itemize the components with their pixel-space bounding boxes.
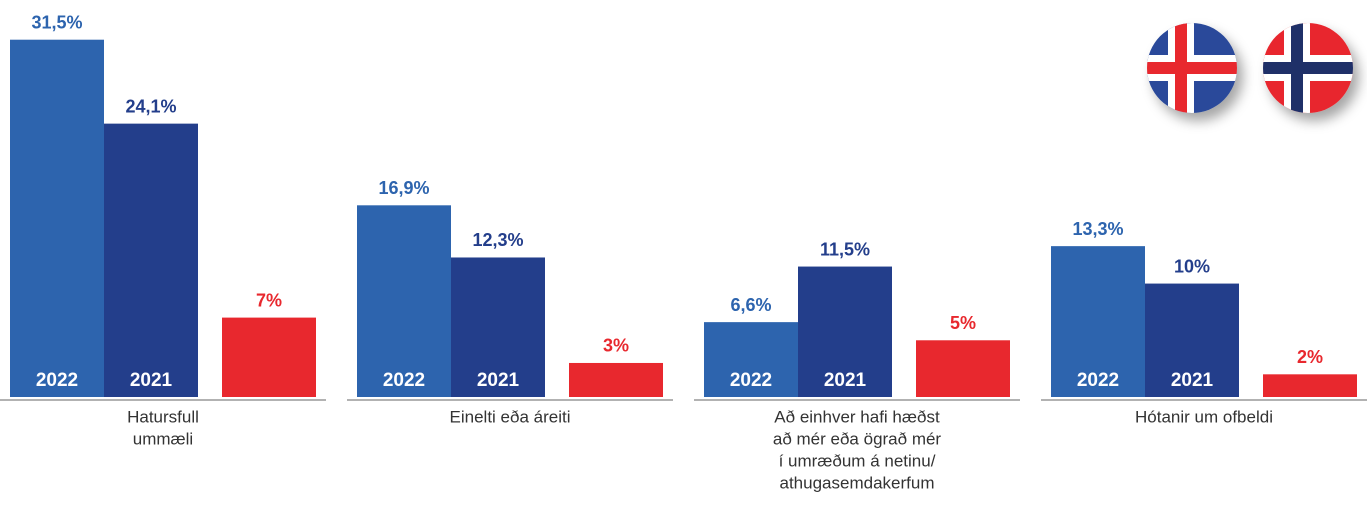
bar [1051, 246, 1145, 397]
series-name: 2022 [730, 370, 772, 391]
bar [569, 362, 663, 397]
category-label: ummæli [133, 429, 193, 448]
flag-norway [1263, 23, 1353, 113]
bar [104, 123, 198, 397]
series-name: 2021 [130, 370, 173, 391]
flag-iceland [1147, 23, 1237, 113]
category-label: í umræðum á netinu/ [779, 451, 936, 470]
value-label: 16,9% [378, 178, 429, 198]
value-label: 5% [950, 313, 976, 333]
category-label: Einelti eða áreiti [450, 407, 571, 426]
bar [357, 205, 451, 397]
value-label: 7% [256, 290, 282, 310]
category-label: athugasemdakerfum [780, 473, 935, 492]
bar [10, 39, 104, 397]
category-label: Hótanir um ofbeldi [1135, 407, 1273, 426]
value-label: 31,5% [31, 12, 82, 32]
bar [916, 340, 1010, 397]
value-label: 10% [1174, 256, 1210, 276]
value-label: 3% [603, 336, 629, 356]
bar [451, 257, 545, 397]
value-label: 24,1% [125, 96, 176, 116]
value-label: 13,3% [1072, 219, 1123, 239]
bar [1263, 374, 1357, 397]
bar [798, 266, 892, 397]
bar [1145, 283, 1239, 397]
value-label: 6,6% [730, 295, 771, 315]
series-name: 2022 [1077, 370, 1119, 391]
category-label: að mér eða ögrað mér [773, 429, 942, 448]
series-name: 2022 [383, 370, 425, 391]
bar [704, 322, 798, 397]
series-name: 2021 [477, 370, 520, 391]
series-name: 2021 [824, 370, 867, 391]
series-name: 2021 [1171, 370, 1214, 391]
value-label: 2% [1297, 347, 1323, 367]
category-label: Hatursfull [127, 407, 199, 426]
category-label: Að einhver hafi hæðst [774, 407, 940, 426]
series-name: 2022 [36, 370, 78, 391]
bar [222, 317, 316, 397]
value-label: 11,5% [820, 239, 870, 259]
value-label: 12,3% [472, 230, 523, 250]
